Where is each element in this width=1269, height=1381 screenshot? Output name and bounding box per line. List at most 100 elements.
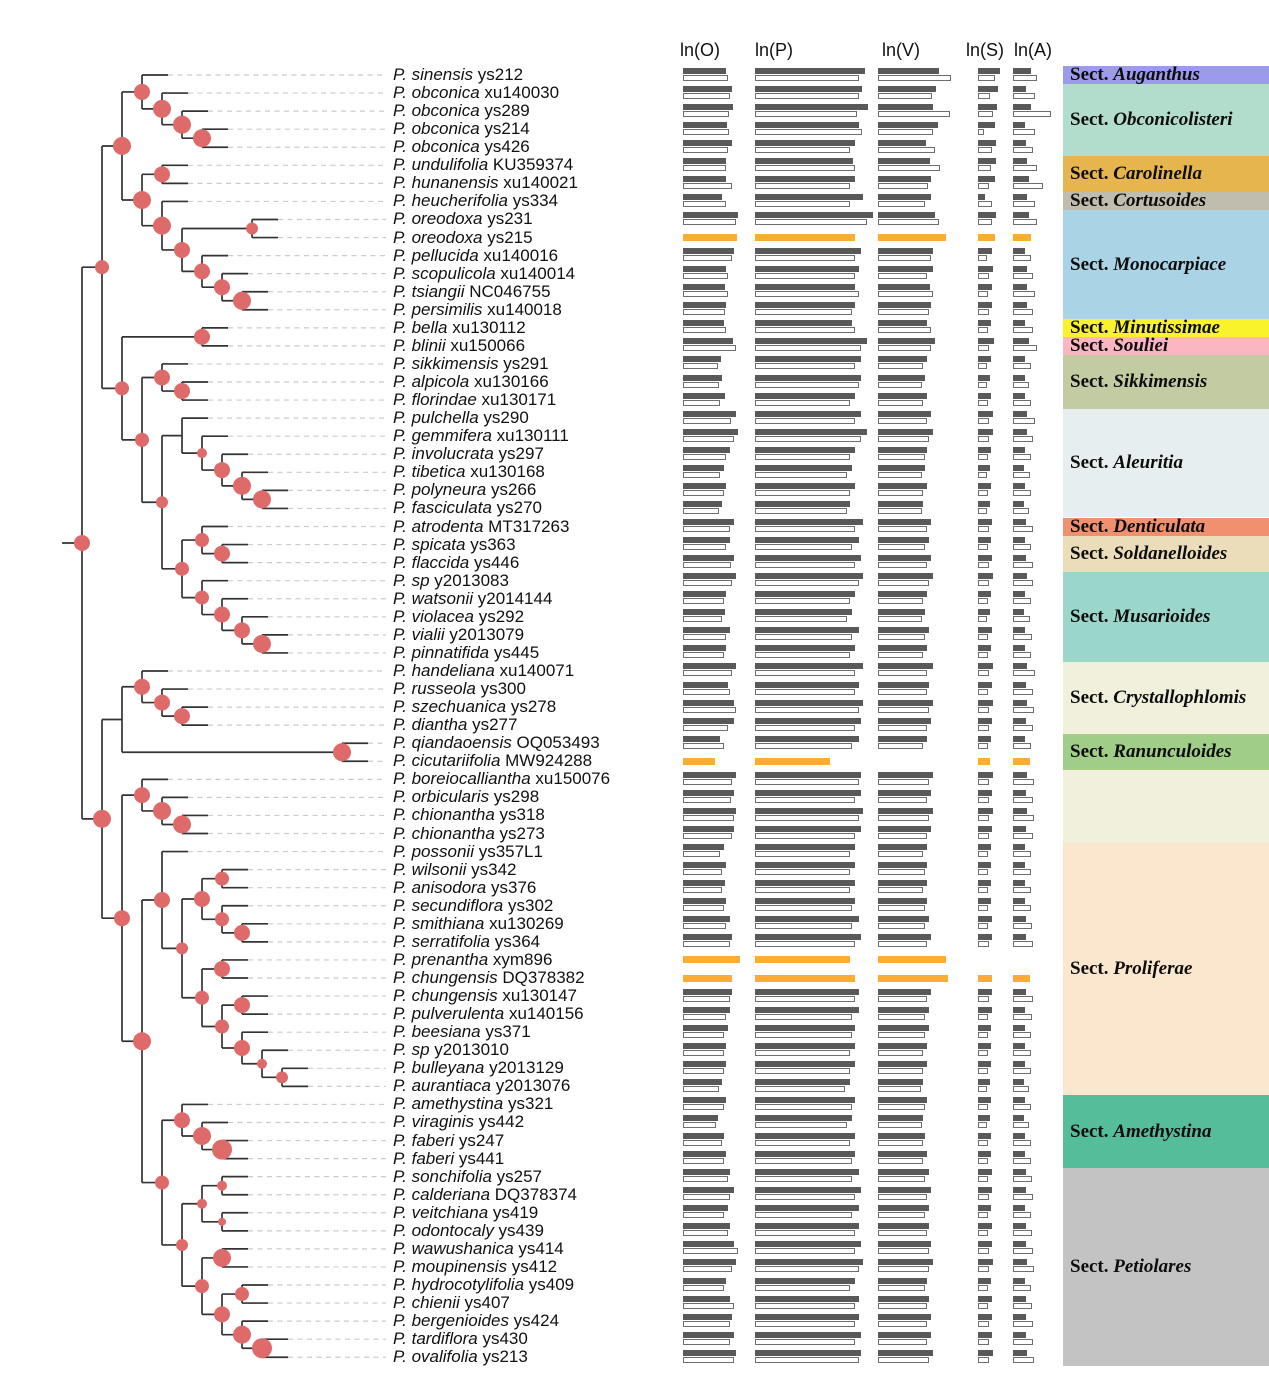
support-node-circle bbox=[218, 1217, 226, 1226]
bar-outline bbox=[683, 814, 734, 821]
bar-outline bbox=[1013, 1212, 1031, 1219]
bar-filled bbox=[683, 1042, 726, 1049]
bar-filled bbox=[683, 591, 726, 598]
bar-outline bbox=[755, 182, 850, 189]
bar-outline bbox=[978, 923, 988, 930]
bar-outline bbox=[683, 562, 731, 569]
bar-filled bbox=[683, 1223, 730, 1230]
bar-filled bbox=[683, 85, 732, 92]
bar-filled bbox=[755, 85, 862, 92]
bar-filled bbox=[978, 898, 991, 905]
bar-outline bbox=[978, 1176, 988, 1183]
taxon-label: P. atrodenta MT317263 bbox=[393, 516, 570, 536]
bar-filled bbox=[1013, 663, 1027, 670]
bar-filled bbox=[683, 898, 726, 905]
bar-filled bbox=[1013, 1259, 1027, 1266]
bar-outline bbox=[978, 1013, 988, 1020]
bar-outline bbox=[978, 1212, 988, 1219]
bar-filled bbox=[683, 157, 726, 164]
support-node-circle bbox=[95, 260, 109, 275]
bar-filled bbox=[755, 482, 855, 489]
bar-filled bbox=[1013, 699, 1027, 706]
bar-outline bbox=[755, 417, 855, 424]
bar-outline bbox=[1013, 399, 1031, 406]
taxon-label: P. sp y2013010 bbox=[393, 1040, 509, 1060]
bar-filled bbox=[1013, 266, 1027, 273]
bar-filled bbox=[755, 1060, 855, 1067]
bar-outline bbox=[978, 634, 988, 641]
taxon-label: P. chionantha ys273 bbox=[393, 823, 545, 843]
bar-outline bbox=[755, 688, 855, 695]
bar-filled bbox=[683, 211, 738, 218]
bar-outline bbox=[878, 1121, 922, 1128]
bar-outline bbox=[1013, 1176, 1032, 1183]
bar-filled bbox=[683, 338, 733, 345]
bar-filled bbox=[978, 934, 992, 941]
support-node-circle bbox=[173, 815, 191, 834]
bar-filled bbox=[1013, 464, 1024, 471]
bar-filled bbox=[878, 446, 927, 453]
bar-filled bbox=[683, 139, 732, 146]
support-node-circle bbox=[257, 1058, 267, 1069]
bar-outline bbox=[683, 1320, 730, 1327]
bar-outline bbox=[978, 363, 987, 370]
bar-filled bbox=[1013, 1223, 1026, 1230]
bar-outline bbox=[978, 273, 989, 280]
bar-outline bbox=[878, 345, 931, 352]
bar-outline bbox=[1013, 128, 1035, 135]
taxon-label: P. moupinensis ys412 bbox=[393, 1256, 558, 1276]
bar-filled bbox=[1013, 356, 1025, 363]
bar-outline bbox=[878, 146, 935, 153]
support-node-circle bbox=[175, 561, 189, 576]
taxon-label: P. bergenioides ys424 bbox=[393, 1311, 560, 1331]
section-label: Sect. Aleuritia bbox=[1070, 452, 1183, 474]
bar-filled bbox=[878, 248, 933, 255]
bar-filled bbox=[1013, 1295, 1026, 1302]
bar-outline bbox=[978, 471, 987, 478]
bar-outline bbox=[878, 905, 925, 912]
bar-filled bbox=[978, 699, 993, 706]
bar-outline bbox=[1013, 200, 1035, 207]
taxon-label: P. odontocaly ys439 bbox=[393, 1220, 544, 1240]
bar-outline bbox=[978, 1302, 988, 1309]
bar-outline bbox=[978, 92, 990, 99]
bar-outline bbox=[1013, 164, 1037, 171]
bar-outline bbox=[683, 164, 726, 171]
bar-filled bbox=[683, 645, 726, 652]
bar-filled bbox=[878, 500, 923, 507]
bar-outline bbox=[878, 544, 925, 551]
section-label: Sect. Proliferae bbox=[1070, 957, 1193, 979]
taxon-label: P. beesiana ys371 bbox=[393, 1022, 531, 1042]
bar-filled bbox=[978, 826, 992, 833]
bar-filled bbox=[878, 573, 933, 580]
bar-outline bbox=[878, 814, 929, 821]
bar-outline bbox=[1013, 1248, 1033, 1255]
bar-filled bbox=[978, 1205, 991, 1212]
bar-filled bbox=[755, 446, 855, 453]
bar-outline bbox=[683, 489, 724, 496]
bar-filled bbox=[978, 681, 992, 688]
bar-filled bbox=[878, 1349, 933, 1356]
section-band bbox=[1063, 770, 1269, 843]
bar-outline bbox=[878, 706, 929, 713]
bar-highlight bbox=[878, 956, 946, 964]
support-node-circle bbox=[193, 129, 211, 148]
bar-filled bbox=[755, 1241, 861, 1248]
bar-filled bbox=[683, 988, 732, 995]
bar-filled bbox=[1013, 139, 1026, 146]
bar-outline bbox=[878, 1230, 927, 1237]
bar-outline bbox=[878, 724, 927, 731]
section-label: Sect. Denticulata bbox=[1070, 515, 1206, 537]
bar-outline bbox=[755, 309, 852, 316]
bar-outline bbox=[755, 580, 859, 587]
bar-filled bbox=[683, 121, 727, 128]
bar-outline bbox=[683, 471, 720, 478]
bar-filled bbox=[1013, 410, 1027, 417]
bar-highlight bbox=[683, 757, 715, 765]
bar-outline bbox=[978, 327, 988, 334]
support-node-circle bbox=[213, 1248, 231, 1267]
bar-outline bbox=[755, 146, 850, 153]
bar-highlight bbox=[1013, 757, 1030, 765]
support-node-circle bbox=[153, 99, 171, 118]
